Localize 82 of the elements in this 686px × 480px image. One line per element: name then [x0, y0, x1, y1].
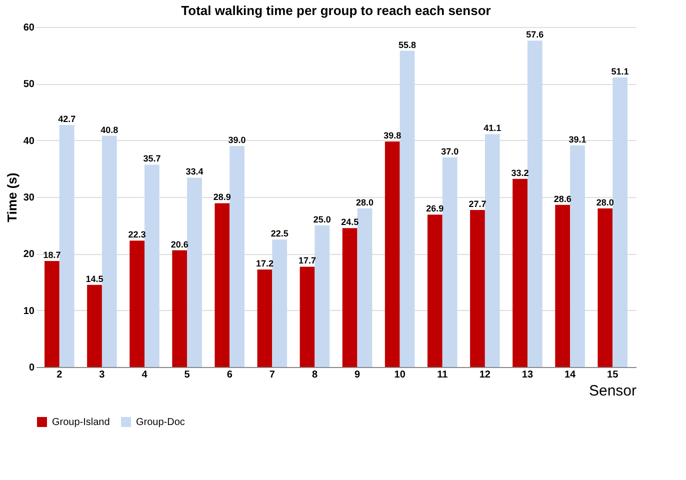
data-label: 33.2 [511, 168, 529, 178]
bar [300, 266, 315, 367]
x-tick-label: 8 [312, 370, 318, 380]
bar [59, 125, 74, 367]
y-axis-title: Time (s) [4, 172, 20, 222]
data-label: 28.9 [213, 192, 231, 202]
data-label: 18.7 [43, 250, 61, 260]
bar [598, 208, 613, 367]
x-tick-label: 10 [394, 370, 406, 380]
data-label: 51.1 [611, 66, 629, 76]
bar [87, 284, 102, 367]
x-tick-label: 13 [522, 370, 534, 380]
y-tick-label: 0 [28, 362, 35, 374]
bar [314, 225, 330, 367]
x-tick-label: 11 [437, 370, 448, 380]
data-label: 25.0 [313, 214, 331, 224]
x-tick-label: 14 [564, 370, 576, 380]
legend-label: Group-Doc [136, 417, 185, 428]
x-tick-label: 4 [142, 370, 148, 380]
bar [555, 204, 570, 367]
y-tick-label: 50 [23, 79, 35, 90]
bar [484, 134, 500, 367]
x-tick-label: 15 [607, 370, 619, 380]
bar [230, 146, 245, 367]
data-label: 22.3 [128, 230, 146, 240]
bar [612, 77, 628, 367]
x-tick-label: 9 [354, 370, 360, 380]
data-label: 37.0 [441, 146, 459, 156]
y-tick-label: 40 [23, 136, 35, 147]
data-label: 20.6 [170, 239, 188, 250]
data-label: 41.1 [484, 123, 502, 134]
bar [272, 240, 288, 367]
bar [144, 164, 160, 367]
x-axis-title: Sensor [588, 382, 636, 400]
bar [470, 210, 485, 367]
bar [512, 178, 528, 367]
data-label: 35.7 [143, 154, 161, 164]
bar [442, 157, 458, 367]
data-label: 42.7 [58, 114, 76, 124]
data-label: 22.5 [270, 228, 288, 238]
data-label: 55.8 [398, 40, 416, 50]
data-label: 39.0 [228, 135, 246, 145]
data-label: 28.0 [356, 197, 374, 208]
y-tick-label: 10 [23, 306, 35, 317]
data-label: 28.0 [596, 197, 614, 208]
x-tick-label: 2 [56, 370, 63, 380]
bar [130, 240, 145, 367]
data-label: 40.8 [100, 124, 118, 135]
data-label: 17.7 [298, 256, 316, 266]
bar [102, 136, 117, 367]
bar [400, 50, 415, 367]
bar [172, 250, 188, 367]
data-label: 27.7 [468, 199, 486, 210]
bar [187, 178, 202, 367]
data-label: 28.6 [554, 194, 572, 204]
data-label: 24.5 [341, 217, 359, 228]
data-label: 26.9 [426, 204, 444, 214]
x-tick-label: 3 [99, 370, 106, 380]
bar [527, 40, 542, 367]
y-tick-label: 30 [23, 192, 35, 204]
bar [427, 214, 442, 367]
data-label: 39.1 [568, 134, 586, 144]
data-label: 57.6 [526, 30, 544, 40]
bar [44, 261, 60, 367]
y-tick-label: 60 [23, 22, 35, 34]
bar [357, 208, 372, 367]
x-tick-label: 6 [226, 370, 233, 380]
data-label: 39.8 [384, 130, 402, 140]
x-tick-label: 7 [269, 370, 276, 380]
data-label: 17.2 [256, 258, 274, 269]
y-tick-label: 20 [23, 249, 35, 260]
x-tick-label: 5 [184, 370, 190, 380]
bar [570, 145, 585, 367]
data-label: 33.4 [186, 166, 204, 177]
bar [257, 270, 272, 367]
legend-label: Group-Island [52, 417, 110, 428]
chart-title: Total walking time per group to reach each sensor [181, 3, 491, 18]
bar [384, 141, 400, 367]
bar [342, 228, 358, 367]
x-tick-label: 12 [479, 370, 491, 380]
bar [214, 203, 230, 367]
data-label: 14.5 [86, 274, 104, 284]
